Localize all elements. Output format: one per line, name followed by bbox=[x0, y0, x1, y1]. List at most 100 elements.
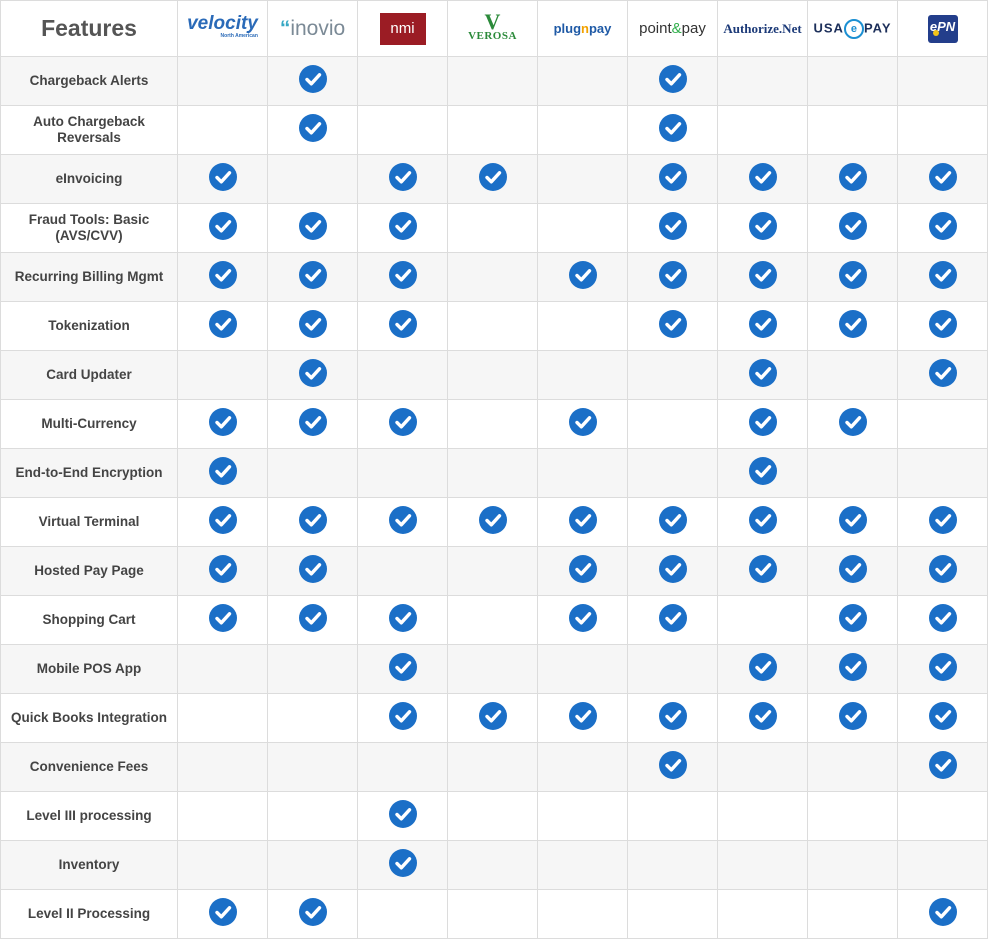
feature-name: Recurring Billing Mgmt bbox=[0, 252, 178, 302]
feature-cell-usaepay bbox=[807, 644, 898, 694]
table-row: Recurring Billing Mgmt bbox=[0, 252, 988, 302]
feature-cell-usaepay bbox=[807, 301, 898, 351]
velocity-logo: velocity North American bbox=[187, 14, 258, 39]
checkmark-icon bbox=[658, 554, 688, 584]
checkmark-icon bbox=[748, 407, 778, 437]
checkmark-icon bbox=[208, 897, 238, 927]
table-row: Virtual Terminal bbox=[0, 497, 988, 547]
checkmark-icon bbox=[388, 260, 418, 290]
feature-cell-authorizenet bbox=[717, 105, 808, 155]
provider-plugnpay-header: plugnpay bbox=[537, 0, 628, 57]
checkmark-icon bbox=[838, 407, 868, 437]
checkmark-icon bbox=[388, 603, 418, 633]
feature-name: Fraud Tools: Basic (AVS/CVV) bbox=[0, 203, 178, 253]
feature-cell-inovio bbox=[267, 546, 358, 596]
checkmark-icon bbox=[658, 162, 688, 192]
checkmark-icon bbox=[928, 358, 958, 388]
checkmark-icon bbox=[388, 407, 418, 437]
feature-cell-inovio bbox=[267, 56, 358, 106]
feature-cell-pointandpay bbox=[627, 889, 718, 939]
feature-cell-pointandpay bbox=[627, 546, 718, 596]
feature-cell-usaepay bbox=[807, 497, 898, 547]
feature-cell-nmi bbox=[357, 203, 448, 253]
feature-cell-verosa bbox=[447, 56, 538, 106]
feature-cell-epn bbox=[897, 791, 988, 841]
feature-cell-inovio bbox=[267, 840, 358, 890]
table-row: Quick Books Integration bbox=[0, 693, 988, 743]
provider-verosa-header: V VEROSA bbox=[447, 0, 538, 57]
checkmark-icon bbox=[388, 211, 418, 241]
checkmark-icon bbox=[928, 554, 958, 584]
feature-cell-epn bbox=[897, 448, 988, 498]
feature-name: Shopping Cart bbox=[0, 595, 178, 645]
checkmark-icon bbox=[748, 652, 778, 682]
feature-cell-plugnpay bbox=[537, 105, 628, 155]
checkmark-icon bbox=[568, 603, 598, 633]
checkmark-icon bbox=[838, 652, 868, 682]
features-heading: Features bbox=[0, 0, 178, 57]
feature-rows: Chargeback Alerts Auto Chargeback Reversa… bbox=[0, 56, 988, 939]
checkmark-icon bbox=[658, 113, 688, 143]
feature-cell-inovio bbox=[267, 399, 358, 449]
checkmark-icon bbox=[388, 309, 418, 339]
feature-cell-epn bbox=[897, 350, 988, 400]
feature-cell-authorizenet bbox=[717, 203, 808, 253]
feature-cell-pointandpay bbox=[627, 791, 718, 841]
feature-cell-verosa bbox=[447, 546, 538, 596]
checkmark-icon bbox=[928, 603, 958, 633]
verosa-logo-mark: V bbox=[484, 9, 501, 34]
table-row: Fraud Tools: Basic (AVS/CVV) bbox=[0, 203, 988, 253]
checkmark-icon bbox=[658, 603, 688, 633]
feature-cell-plugnpay bbox=[537, 889, 628, 939]
feature-cell-verosa bbox=[447, 350, 538, 400]
feature-cell-velocity bbox=[177, 301, 268, 351]
feature-cell-plugnpay bbox=[537, 350, 628, 400]
table-row: Level III processing bbox=[0, 791, 988, 841]
feature-cell-epn bbox=[897, 889, 988, 939]
table-row: Inventory bbox=[0, 840, 988, 890]
feature-name: Multi-Currency bbox=[0, 399, 178, 449]
table-row: Convenience Fees bbox=[0, 742, 988, 792]
feature-cell-inovio bbox=[267, 742, 358, 792]
checkmark-icon bbox=[298, 358, 328, 388]
feature-cell-velocity bbox=[177, 693, 268, 743]
feature-cell-epn bbox=[897, 497, 988, 547]
feature-cell-inovio bbox=[267, 889, 358, 939]
feature-cell-velocity bbox=[177, 105, 268, 155]
checkmark-icon bbox=[928, 211, 958, 241]
feature-cell-velocity bbox=[177, 350, 268, 400]
feature-cell-plugnpay bbox=[537, 791, 628, 841]
feature-cell-nmi bbox=[357, 154, 448, 204]
epn-logo-dot bbox=[932, 29, 939, 36]
feature-cell-pointandpay bbox=[627, 252, 718, 302]
feature-cell-velocity bbox=[177, 154, 268, 204]
feature-cell-velocity bbox=[177, 448, 268, 498]
usaepay-logo: USA e PAY bbox=[813, 18, 891, 39]
checkmark-icon bbox=[298, 113, 328, 143]
feature-cell-verosa bbox=[447, 399, 538, 449]
feature-cell-inovio bbox=[267, 693, 358, 743]
feature-cell-plugnpay bbox=[537, 742, 628, 792]
feature-cell-pointandpay bbox=[627, 56, 718, 106]
feature-name: Tokenization bbox=[0, 301, 178, 351]
feature-cell-pointandpay bbox=[627, 693, 718, 743]
feature-cell-velocity bbox=[177, 546, 268, 596]
feature-cell-plugnpay bbox=[537, 595, 628, 645]
feature-cell-usaepay bbox=[807, 840, 898, 890]
table-row: Hosted Pay Page bbox=[0, 546, 988, 596]
verosa-logo: V VEROSA bbox=[468, 9, 517, 42]
feature-cell-velocity bbox=[177, 252, 268, 302]
feature-cell-epn bbox=[897, 595, 988, 645]
checkmark-icon bbox=[658, 505, 688, 535]
table-row: Card Updater bbox=[0, 350, 988, 400]
plugnpay-logo: plugnpay bbox=[553, 20, 612, 36]
table-row: Chargeback Alerts bbox=[0, 56, 988, 106]
feature-cell-nmi bbox=[357, 595, 448, 645]
usaepay-e: e bbox=[843, 18, 864, 39]
feature-cell-plugnpay bbox=[537, 644, 628, 694]
feature-cell-velocity bbox=[177, 595, 268, 645]
checkmark-icon bbox=[208, 505, 238, 535]
feature-cell-epn bbox=[897, 546, 988, 596]
checkmark-icon bbox=[928, 309, 958, 339]
inovio-logo-text: inovio bbox=[290, 16, 346, 40]
